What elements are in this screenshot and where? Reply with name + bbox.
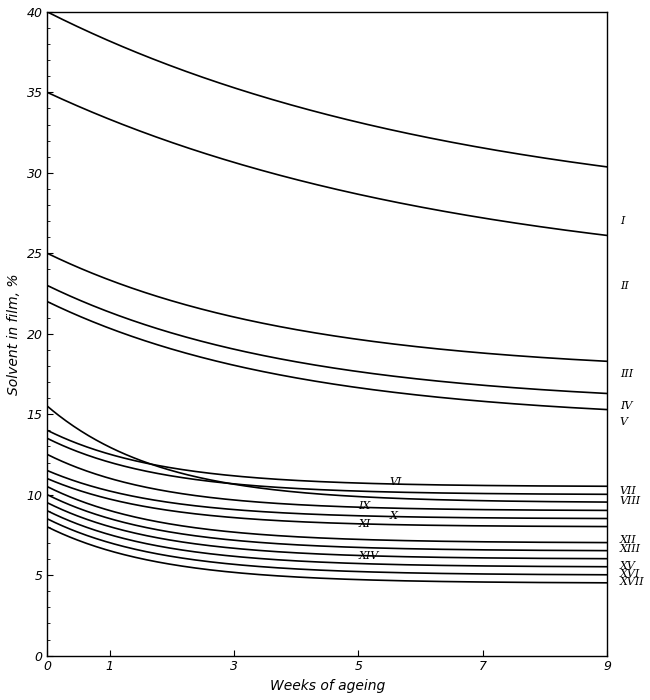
X-axis label: Weeks of ageing: Weeks of ageing [270, 679, 385, 693]
Text: III: III [619, 369, 633, 379]
Text: IV: IV [619, 401, 632, 411]
Text: V: V [619, 417, 628, 427]
Text: X: X [389, 510, 397, 521]
Text: II: II [619, 281, 629, 290]
Text: XVI: XVI [619, 568, 640, 579]
Text: XII: XII [619, 535, 636, 545]
Text: VI: VI [389, 477, 402, 486]
Text: XV: XV [619, 561, 636, 570]
Text: I: I [619, 216, 624, 226]
Y-axis label: Solvent in film, %: Solvent in film, % [7, 273, 21, 395]
Text: IX: IX [358, 501, 370, 511]
Text: XI: XI [358, 519, 370, 528]
Text: VIII: VIII [619, 496, 641, 506]
Text: XIV: XIV [358, 551, 379, 561]
Text: VII: VII [619, 486, 636, 496]
Text: XVII: XVII [619, 577, 644, 587]
Text: XIII: XIII [619, 545, 641, 554]
